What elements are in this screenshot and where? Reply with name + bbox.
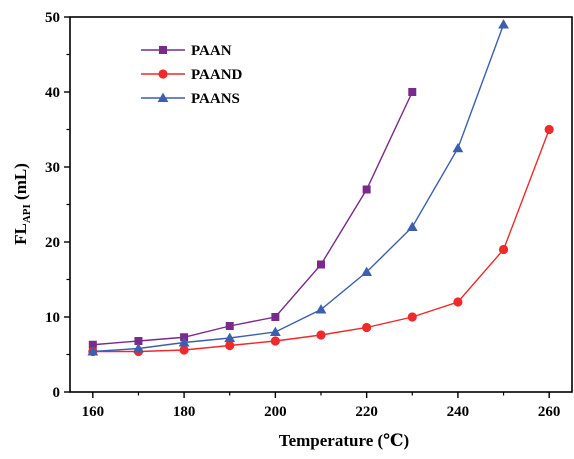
legend-label: PAANS bbox=[191, 91, 240, 107]
data-point bbox=[544, 124, 554, 135]
legend-item-paans: PAANS bbox=[141, 91, 240, 107]
y-axis-title: FLAPI (mL) bbox=[11, 163, 33, 245]
data-point bbox=[269, 326, 281, 337]
series-line bbox=[92, 91, 413, 346]
data-point bbox=[224, 332, 236, 343]
series-line bbox=[92, 24, 505, 353]
series-paand bbox=[88, 124, 554, 357]
data-point bbox=[498, 244, 509, 255]
legend-marker bbox=[157, 92, 169, 103]
legend-label: PAAND bbox=[191, 67, 243, 83]
data-point bbox=[362, 322, 372, 333]
data-point bbox=[406, 221, 418, 232]
y-tick-label: 30 bbox=[45, 160, 60, 176]
x-tick-label: 200 bbox=[264, 404, 287, 420]
legend-marker bbox=[158, 69, 168, 79]
x-tick-label: 220 bbox=[355, 404, 378, 420]
data-point bbox=[88, 340, 97, 349]
data-point bbox=[498, 19, 509, 29]
data-point bbox=[225, 340, 235, 351]
y-tick-label: 10 bbox=[45, 310, 60, 326]
data-point bbox=[407, 312, 417, 322]
data-point bbox=[134, 337, 143, 345]
series-paans bbox=[87, 19, 509, 356]
data-point bbox=[179, 345, 189, 355]
legend-item-paan: PAAN bbox=[141, 43, 232, 59]
y-axis-title-unit: (mL) bbox=[11, 163, 30, 204]
data-point bbox=[270, 336, 280, 346]
x-axis-title: Temperature (℃) bbox=[279, 431, 409, 450]
series-line bbox=[92, 129, 550, 353]
data-point bbox=[453, 297, 463, 307]
data-point bbox=[362, 185, 371, 194]
series-layer bbox=[87, 19, 554, 357]
legend-label: PAAN bbox=[191, 43, 232, 59]
x-tick-label: 180 bbox=[173, 404, 196, 420]
data-point bbox=[408, 88, 417, 96]
x-tick-label: 160 bbox=[82, 404, 105, 420]
y-tick-label: 0 bbox=[53, 385, 61, 401]
y-tick-label: 50 bbox=[45, 10, 60, 26]
data-point bbox=[225, 322, 234, 330]
y-tick-label: 20 bbox=[45, 235, 60, 251]
data-point bbox=[361, 266, 373, 277]
axes: 160 180 200 220 240 260 0 10 20 30 40 50 bbox=[45, 10, 573, 420]
legend-item-paand: PAAND bbox=[141, 67, 243, 83]
legend: PAAN PAAND PAANS bbox=[141, 43, 243, 107]
data-point bbox=[315, 304, 327, 314]
data-point bbox=[178, 337, 190, 347]
x-tick-label: 240 bbox=[447, 404, 470, 420]
y-axis-title-subscript: API bbox=[21, 204, 33, 223]
y-axis-title-main: FL bbox=[11, 223, 30, 245]
data-point bbox=[271, 313, 280, 321]
y-tick-label: 40 bbox=[45, 85, 60, 101]
series-paan bbox=[88, 88, 417, 349]
data-point bbox=[316, 330, 326, 340]
legend-marker bbox=[159, 46, 167, 54]
x-tick-label: 260 bbox=[538, 404, 561, 420]
data-point bbox=[133, 343, 144, 353]
data-point bbox=[87, 346, 99, 356]
data-point bbox=[452, 142, 464, 153]
data-point bbox=[317, 260, 325, 269]
